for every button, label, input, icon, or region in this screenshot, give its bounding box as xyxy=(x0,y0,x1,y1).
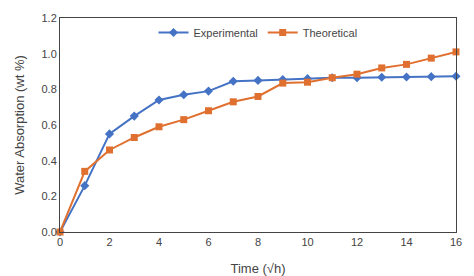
svg-text:12: 12 xyxy=(351,236,363,248)
svg-text:Experimental: Experimental xyxy=(194,27,258,39)
svg-text:10: 10 xyxy=(301,236,313,248)
svg-text:0.6: 0.6 xyxy=(42,119,57,131)
svg-text:16: 16 xyxy=(450,236,462,248)
svg-text:2: 2 xyxy=(106,236,112,248)
svg-text:0.2: 0.2 xyxy=(42,190,57,202)
svg-text:Water Absorption (wt %): Water Absorption (wt %) xyxy=(12,55,27,195)
svg-text:8: 8 xyxy=(255,236,261,248)
svg-text:1.0: 1.0 xyxy=(42,48,57,60)
svg-text:Time (√h): Time (√h) xyxy=(230,261,285,276)
svg-text:0.0: 0.0 xyxy=(42,226,57,238)
svg-text:14: 14 xyxy=(400,236,412,248)
svg-text:0.8: 0.8 xyxy=(42,83,57,95)
svg-text:4: 4 xyxy=(156,236,162,248)
svg-text:6: 6 xyxy=(205,236,211,248)
svg-text:0.4: 0.4 xyxy=(42,155,57,167)
svg-text:1.2: 1.2 xyxy=(42,12,57,24)
svg-text:Theoretical: Theoretical xyxy=(303,27,357,39)
svg-text:0: 0 xyxy=(57,236,63,248)
